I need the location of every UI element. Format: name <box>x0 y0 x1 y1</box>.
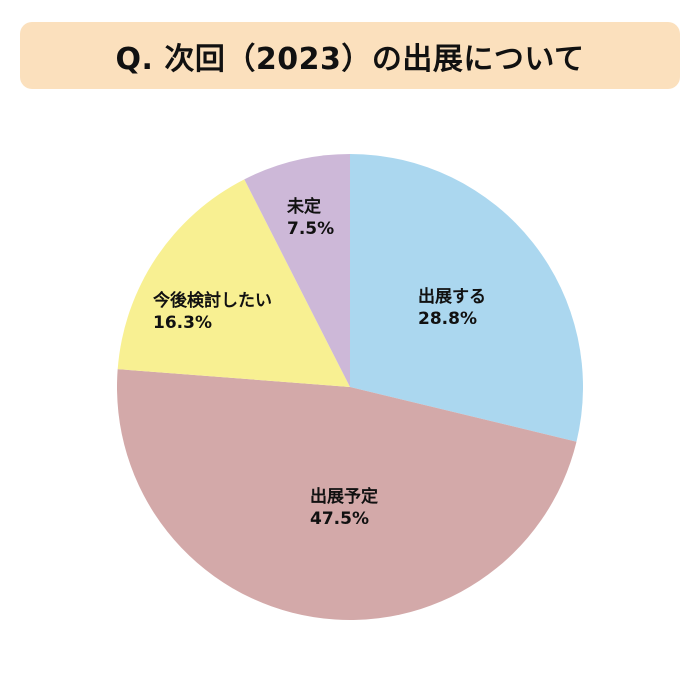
slice-label-2: 出展予定 <box>310 486 378 507</box>
pie-slice-3 <box>117 179 351 387</box>
pie-slice-1 <box>350 154 583 442</box>
chart-title: Q. 次回（2023）の出展について <box>115 41 585 77</box>
title-banner: Q. 次回（2023）の出展について <box>20 22 680 89</box>
pie-slice-4 <box>244 154 350 387</box>
slice-label-4: 未定 <box>286 196 321 217</box>
slice-value-label-2: 47.5% <box>310 509 369 529</box>
slice-value-label-1: 28.8% <box>418 309 477 329</box>
slice-label-1: 出展する <box>418 286 486 307</box>
pie-slice-2 <box>116 369 577 620</box>
pie-slices <box>116 154 583 620</box>
slice-value-label-3: 16.3% <box>153 313 212 333</box>
slice-value-label-4: 7.5% <box>287 219 334 239</box>
slice-label-3: 今後検討したい <box>153 290 272 311</box>
